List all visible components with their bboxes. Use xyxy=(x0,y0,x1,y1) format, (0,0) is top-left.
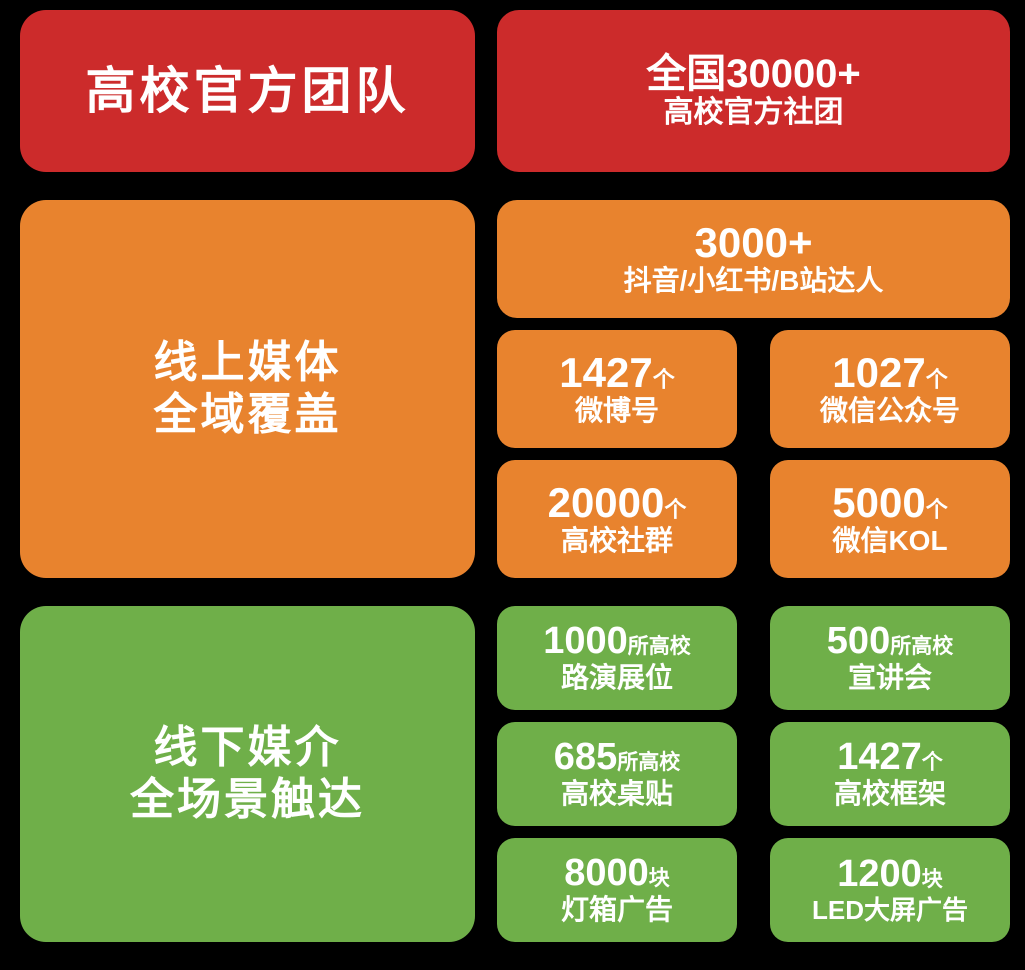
section-online-media: 线上媒体 全域覆盖 3000+ 抖音/小红书/B站达人 1427 个 微博号 1… xyxy=(20,200,1010,578)
section-offline-media: 线下媒介 全场景触达 1000 所高校 路演展位 500 所高校 宣讲会 xyxy=(20,606,1010,942)
stat-label-wechat-kol: 微信KOL xyxy=(832,524,948,556)
stat-number-lightbox-ads: 8000 xyxy=(564,852,649,895)
stat-label-info-session: 宣讲会 xyxy=(847,662,932,694)
stat-row-offline-1: 1000 所高校 路演展位 500 所高校 宣讲会 xyxy=(497,606,1010,710)
stat-row-online-2: 20000 个 高校社群 5000 个 微信KOL xyxy=(497,460,1010,578)
stat-numline: 500 所高校 xyxy=(827,622,953,660)
stat-stack-online-media: 3000+ 抖音/小红书/B站达人 1427 个 微博号 1027 个 微信 xyxy=(497,200,1010,578)
stat-number-campus-frames: 1427 xyxy=(837,736,922,779)
stat-unit-wechat-official-account: 个 xyxy=(925,366,948,392)
stat-card-info-session: 500 所高校 宣讲会 xyxy=(770,606,1010,710)
stat-numline: 5000 个 xyxy=(832,478,948,526)
stat-label-lightbox-ads: 灯箱广告 xyxy=(560,894,673,926)
stat-unit-roadshow-booth: 所高校 xyxy=(627,635,691,659)
stat-number-table-stickers: 685 xyxy=(553,736,618,779)
stat-unit-info-session: 所高校 xyxy=(890,635,954,659)
category-card-official-team: 高校官方团队 xyxy=(20,10,475,172)
hero-label-official-team: 高校官方社团 xyxy=(663,95,844,129)
stat-numline: 685 所高校 xyxy=(554,738,680,776)
stat-numline: 1200 块 xyxy=(837,855,943,893)
category-card-online-media: 线上媒体 全域覆盖 xyxy=(20,200,475,578)
stat-unit-wechat-kol: 个 xyxy=(925,496,948,522)
stat-numline: 8000 块 xyxy=(564,854,670,892)
hero-card-online-media: 3000+ 抖音/小红书/B站达人 xyxy=(497,200,1010,318)
stat-numline: 1027 个 xyxy=(832,348,948,396)
category-title-online-media: 线上媒体 全域覆盖 xyxy=(153,338,342,439)
stat-row-online-1: 1427 个 微博号 1027 个 微信公众号 xyxy=(497,330,1010,448)
stat-card-campus-frames: 1427 个 高校框架 xyxy=(770,722,1010,826)
stat-stack-offline-media: 1000 所高校 路演展位 500 所高校 宣讲会 685 xyxy=(497,606,1010,942)
stat-card-wechat-official-account: 1027 个 微信公众号 xyxy=(770,330,1010,448)
stat-unit-led-screen-ads: 块 xyxy=(921,868,943,892)
stat-unit-campus-groups: 个 xyxy=(664,496,687,522)
stat-label-table-stickers: 高校桌贴 xyxy=(560,778,673,810)
stat-label-weibo: 微博号 xyxy=(574,394,659,426)
stat-number-info-session: 500 xyxy=(826,620,891,663)
stat-label-roadshow-booth: 路演展位 xyxy=(560,662,673,694)
category-card-offline-media: 线下媒介 全场景触达 xyxy=(20,606,475,942)
stat-card-led-screen-ads: 1200 块 LED大屏广告 xyxy=(770,838,1010,942)
stat-label-campus-groups: 高校社群 xyxy=(560,524,673,556)
section-official-team: 高校官方团队 全国30000+ 高校官方社团 xyxy=(20,10,1010,172)
stat-unit-lightbox-ads: 块 xyxy=(648,867,670,891)
hero-number-official-team: 全国30000+ xyxy=(646,51,861,96)
stat-number-wechat-official-account: 1027 xyxy=(832,348,926,396)
stat-label-wechat-official-account: 微信公众号 xyxy=(819,394,960,426)
hero-number-online-media: 3000+ xyxy=(694,218,813,266)
stat-numline: 1000 所高校 xyxy=(543,622,691,660)
stat-card-weibo: 1427 个 微博号 xyxy=(497,330,737,448)
stat-stack-official-team: 全国30000+ 高校官方社团 xyxy=(497,10,1010,172)
stat-number-led-screen-ads: 1200 xyxy=(837,853,922,896)
stat-numline: 1427 个 xyxy=(559,348,675,396)
stat-card-lightbox-ads: 8000 块 灯箱广告 xyxy=(497,838,737,942)
stat-card-campus-groups: 20000 个 高校社群 xyxy=(497,460,737,578)
hero-label-online-media: 抖音/小红书/B站达人 xyxy=(623,264,884,296)
stat-number-weibo: 1427 xyxy=(559,348,653,396)
stat-unit-table-stickers: 所高校 xyxy=(617,751,681,775)
hero-card-official-team: 全国30000+ 高校官方社团 xyxy=(497,10,1010,172)
stat-unit-campus-frames: 个 xyxy=(921,751,943,775)
category-title-offline-media: 线下媒介 全场景触达 xyxy=(130,723,365,824)
stat-card-wechat-kol: 5000 个 微信KOL xyxy=(770,460,1010,578)
stat-row-offline-2: 685 所高校 高校桌贴 1427 个 高校框架 xyxy=(497,722,1010,826)
stat-numline: 20000 个 xyxy=(547,478,687,526)
stat-unit-weibo: 个 xyxy=(652,366,675,392)
category-title-official-team: 高校官方团队 xyxy=(85,62,410,119)
stat-number-roadshow-booth: 1000 xyxy=(543,620,628,663)
stat-label-led-screen-ads: LED大屏广告 xyxy=(811,895,968,926)
stat-label-campus-frames: 高校框架 xyxy=(833,778,946,810)
stat-number-campus-groups: 20000 xyxy=(547,478,665,526)
stat-number-wechat-kol: 5000 xyxy=(832,478,926,526)
stat-row-offline-3: 8000 块 灯箱广告 1200 块 LED大屏广告 xyxy=(497,838,1010,942)
stat-numline: 1427 个 xyxy=(837,738,943,776)
stat-card-table-stickers: 685 所高校 高校桌贴 xyxy=(497,722,737,826)
stat-card-roadshow-booth: 1000 所高校 路演展位 xyxy=(497,606,737,710)
